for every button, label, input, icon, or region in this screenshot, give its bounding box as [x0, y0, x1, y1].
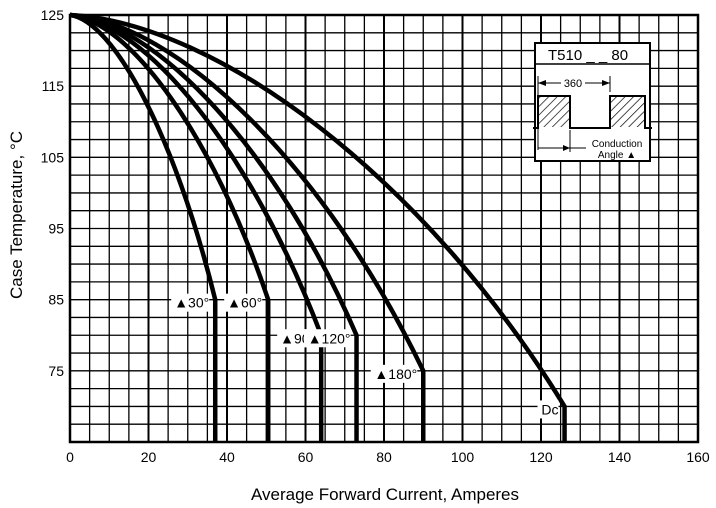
x-axis-title: Average Forward Current, Amperes	[251, 485, 519, 504]
x-tick-label: 160	[686, 449, 710, 465]
series-line	[69, 12, 567, 442]
conduction-label-2: Angle ▲	[598, 150, 636, 161]
series-label-bg	[171, 293, 210, 312]
conduction-arrow-icon	[563, 145, 570, 151]
series-label-bg	[370, 364, 418, 383]
x-tick-label: 0	[66, 449, 74, 465]
y-tick-label: 115	[42, 78, 65, 94]
pulse-waveform	[533, 95, 652, 129]
x-tick-label: 20	[141, 449, 157, 465]
y-tick-label: 125	[41, 7, 65, 23]
y-tick-label: 85	[48, 292, 64, 308]
x-tick-label: 40	[219, 449, 235, 465]
series-label-bg	[537, 400, 559, 419]
period-label-bg	[561, 76, 585, 90]
y-tick-label: 95	[48, 221, 64, 237]
y-tick-labels: 75 85 95 105 115 125	[41, 7, 65, 379]
pulse-2-hatch	[611, 97, 644, 127]
period-label: 360	[564, 78, 582, 90]
series-label-bg	[224, 293, 263, 312]
arrow-right-icon	[602, 80, 610, 86]
x-tick-label: 140	[608, 449, 632, 465]
y-tick-label: 105	[41, 149, 65, 165]
x-tick-label: 120	[529, 449, 553, 465]
plot-border	[68, 13, 700, 444]
curves	[69, 12, 567, 442]
y-tick-label: 75	[48, 363, 64, 379]
pulse-1-hatch	[539, 97, 569, 127]
x-tick-label: 60	[298, 449, 314, 465]
x-tick-labels: 0 20 40 60 80 100 120 140 160	[66, 449, 710, 465]
series-line	[69, 12, 426, 442]
series-line	[69, 12, 218, 442]
inset-title: T510 _ _ 80	[548, 47, 628, 64]
plot-frame	[68, 13, 700, 444]
series-label-bg	[304, 329, 351, 348]
curve-labels: ▲30° ▲60°▲90°▲120°▲180°Dc	[171, 293, 559, 419]
series-label: ▲120°	[308, 330, 351, 346]
series-label: ▲180°	[374, 366, 417, 382]
conduction-label-1: Conduction	[592, 139, 643, 150]
x-tick-label: 100	[451, 449, 475, 465]
series-label: ▲60°	[227, 295, 262, 311]
series-label: Dc	[541, 401, 558, 417]
waveform-inset: T510 _ _ 80 360 Conduction Angle ▲	[533, 42, 652, 162]
y-axis-title: Case Temperature, °C	[7, 131, 26, 299]
x-tick-label: 80	[376, 449, 392, 465]
series-label: ▲30°	[174, 295, 209, 311]
arrow-left-icon	[538, 80, 546, 86]
